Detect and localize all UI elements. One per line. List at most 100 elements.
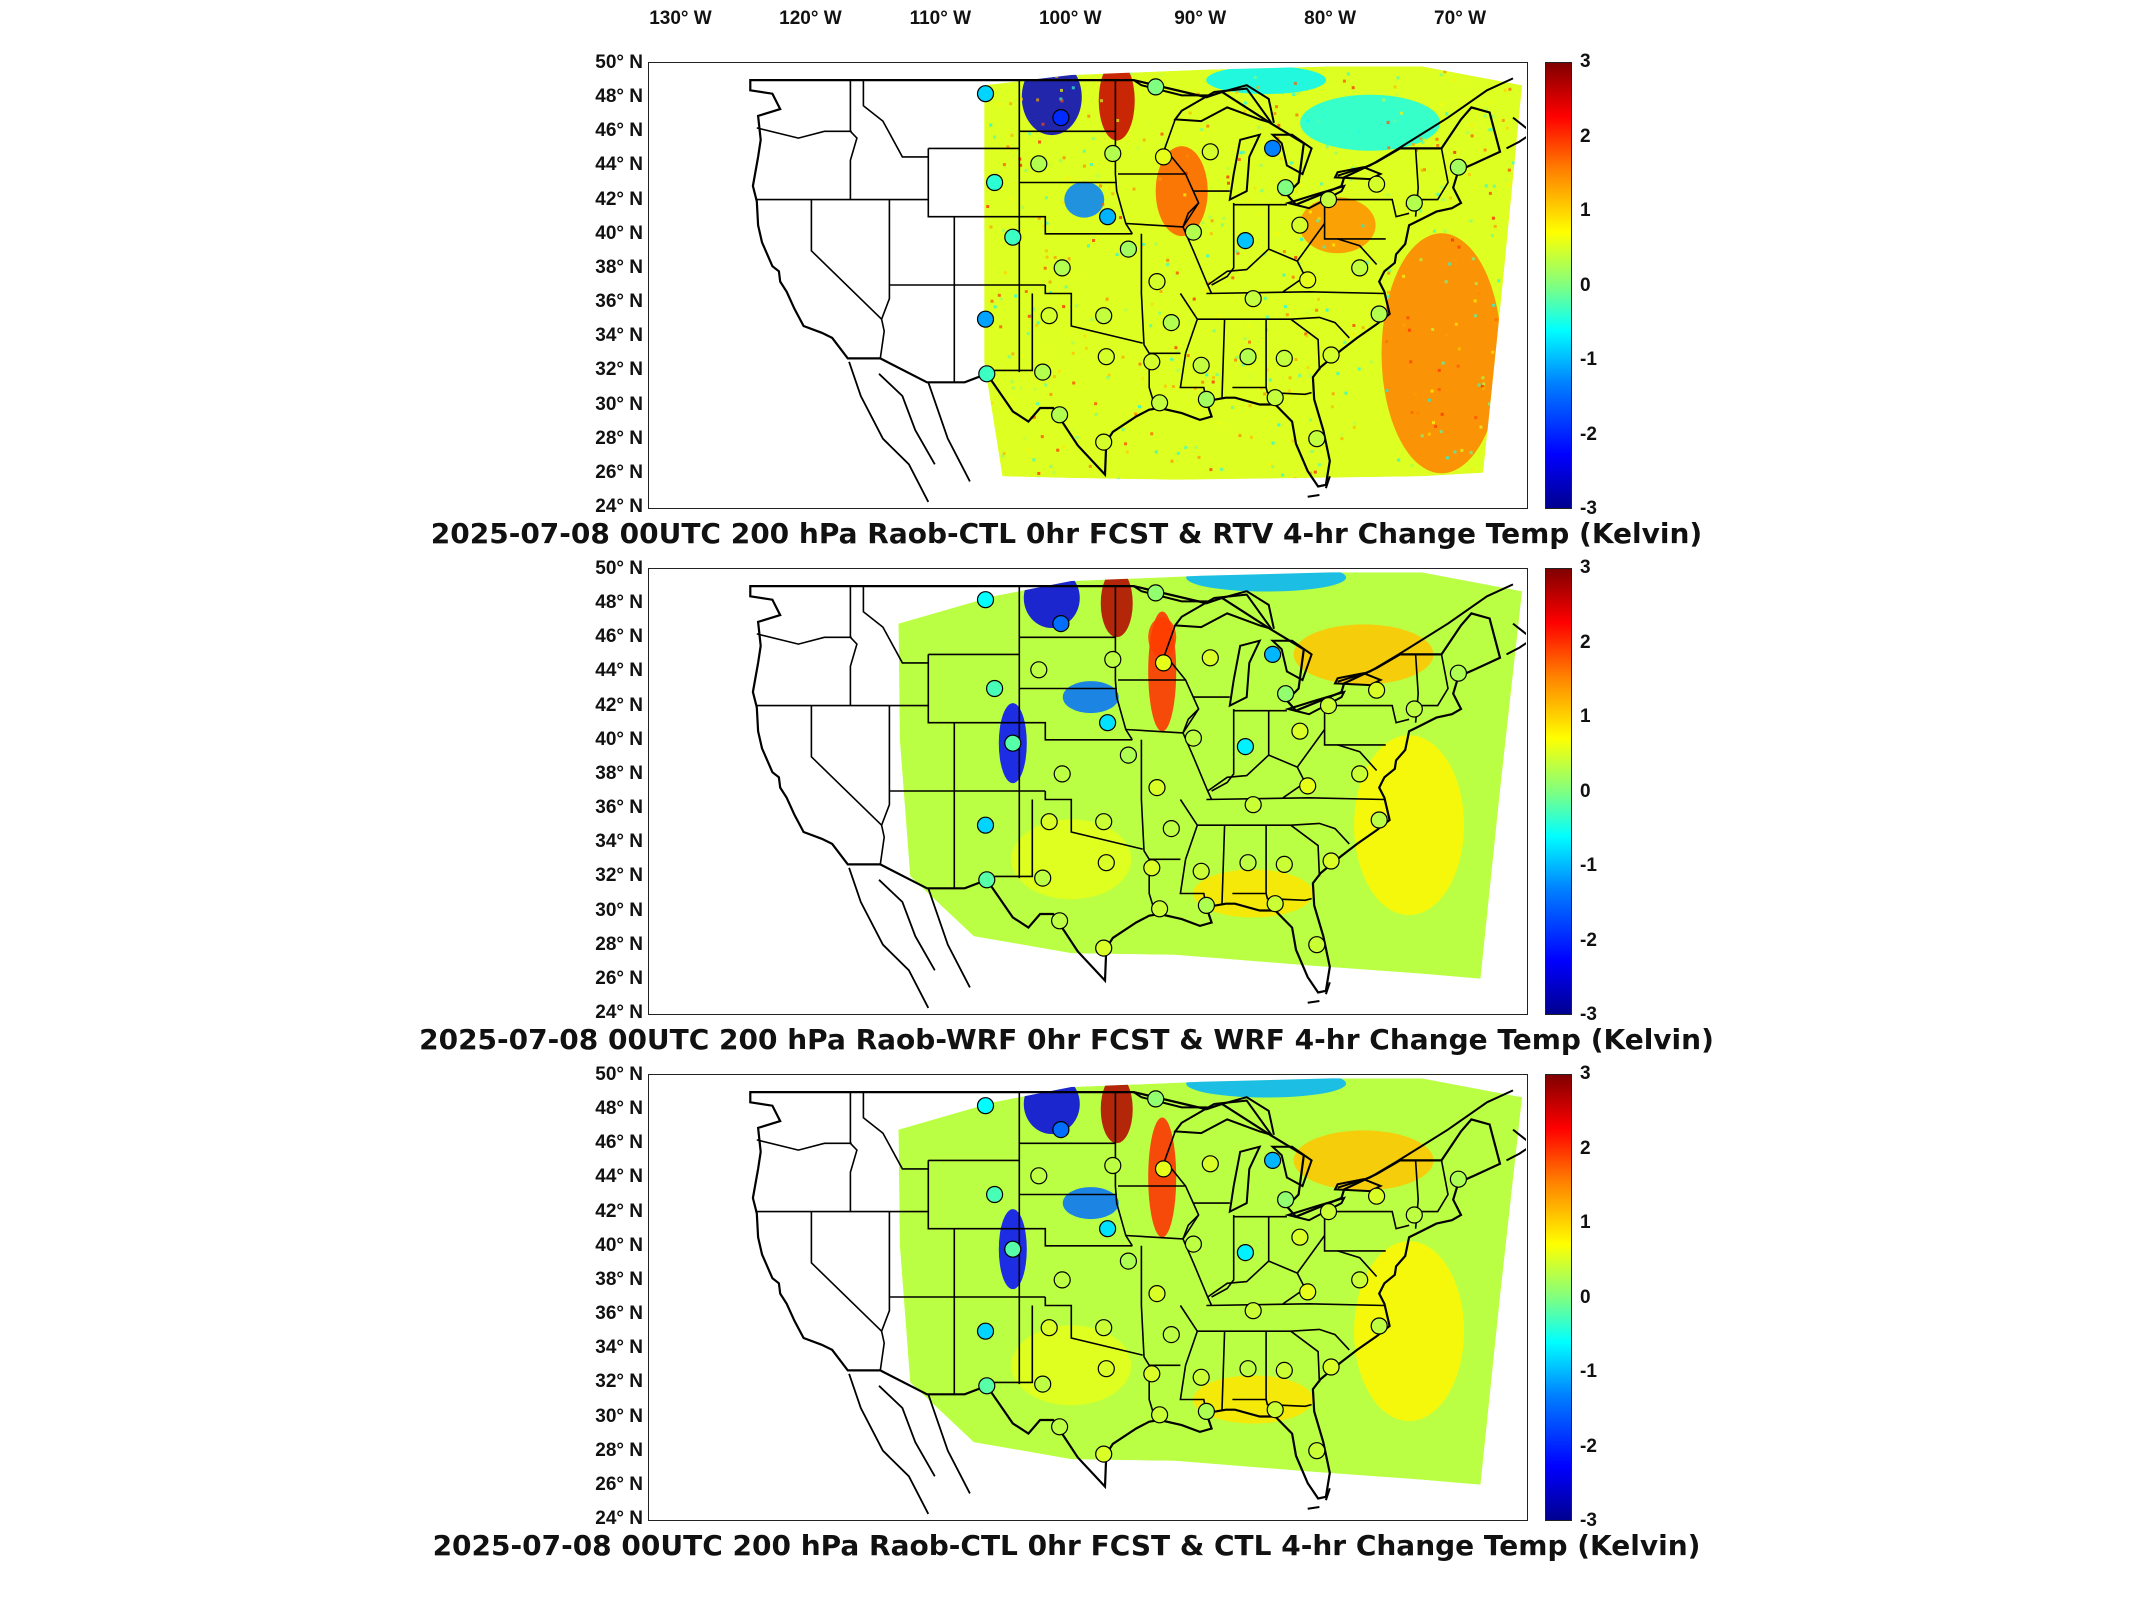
raob-station-marker: [986, 173, 1004, 192]
state-boundary: [1418, 148, 1449, 201]
field-noise-cell: [1523, 490, 1526, 493]
field-noise-cell: [839, 477, 842, 480]
field-noise-cell: [845, 308, 848, 311]
field-noise-cell: [1124, 476, 1128, 480]
state-boundary: [1337, 238, 1378, 266]
raob-station-marker: [1405, 1206, 1423, 1224]
state-boundary: [862, 80, 929, 158]
field-noise-cell: [1308, 210, 1312, 214]
field-noise-cell: [1220, 223, 1224, 227]
field-noise-cell: [690, 349, 693, 352]
field-noise-cell: [1121, 355, 1125, 359]
field-noise-cell: [1218, 315, 1222, 319]
field-noise-cell: [1048, 163, 1052, 167]
field-noise-cell: [1499, 317, 1503, 321]
field-noise-cell: [774, 256, 777, 259]
state-boundary: [1179, 799, 1199, 860]
field-noise-cell: [831, 201, 834, 204]
raob-station-marker: [1151, 900, 1169, 918]
field-noise-cell: [829, 231, 832, 234]
field-noise-cell: [1357, 129, 1360, 133]
raob-stations: [976, 78, 1468, 451]
field-noise-cell: [733, 288, 736, 291]
field-noise-cell: [873, 239, 876, 242]
state-boundary: [1044, 285, 1143, 344]
field-noise-cell: [818, 399, 821, 402]
lat-tick-label: 36° N: [595, 1303, 643, 1325]
field-noise-cell: [1200, 128, 1204, 132]
field-noise-cell: [1509, 238, 1512, 242]
field-noise-cell: [1305, 310, 1309, 314]
map-frame: [648, 62, 1528, 509]
field-noise-cell: [1093, 410, 1097, 414]
field-noise-cell: [733, 76, 736, 79]
field-noise-cell: [1172, 255, 1176, 259]
state-boundary: [1290, 824, 1321, 877]
field-noise-cell: [1045, 221, 1049, 225]
field-noise-cell: [1036, 402, 1039, 406]
field-noise-cell: [910, 71, 913, 74]
field-noise-cell: [686, 125, 689, 128]
field-noise-cell: [670, 67, 673, 70]
field-noise-cell: [1184, 446, 1188, 449]
field-noise-cell: [771, 348, 774, 351]
field-noise-cell: [696, 356, 699, 359]
raob-station-marker: [1097, 348, 1115, 366]
field-noise-cell: [746, 65, 749, 68]
state-boundary: [756, 633, 852, 645]
field-noise-cell: [695, 146, 698, 149]
longitude-labels: 130° W 120° W 110° W 100° W 90° W 80° W 70° W: [0, 0, 2133, 40]
field-noise-cell: [874, 270, 877, 273]
field-noise-cell: [1352, 425, 1356, 429]
lat-tick-label: 46° N: [595, 626, 643, 648]
field-noise-cell: [1248, 374, 1252, 378]
field-noise-cell: [725, 418, 728, 421]
field-noise-cell: [1052, 470, 1056, 474]
field-noise-cell: [1319, 182, 1323, 186]
field-noise-cell: [1049, 392, 1053, 396]
field-noise-cell: [1231, 276, 1235, 280]
field-anomaly-patch: [1293, 624, 1434, 685]
field-noise-cell: [1477, 292, 1481, 296]
field-noise-cell: [1117, 477, 1120, 480]
field-noise-cell: [993, 445, 997, 449]
field-noise-cell: [1402, 323, 1406, 327]
field-noise-cell: [673, 121, 676, 124]
raob-station-marker: [1239, 854, 1257, 872]
field-noise-cell: [1111, 192, 1115, 196]
state-boundary: [879, 705, 891, 865]
field-noise-cell: [658, 362, 661, 365]
field-noise-cell: [1322, 114, 1325, 117]
raob-station-marker: [1147, 584, 1165, 602]
field-noise-cell: [675, 316, 678, 319]
lat-tick-label: 48° N: [595, 1098, 643, 1120]
field-noise-cell: [832, 233, 835, 236]
lat-tick-label: 46° N: [595, 120, 643, 142]
state-boundary: [1182, 202, 1213, 294]
field-noise-cell: [1260, 489, 1263, 492]
field-noise-cell: [1226, 175, 1230, 179]
field-noise-cell: [665, 376, 668, 379]
raob-station-marker: [1351, 765, 1369, 783]
state-boundary: [1323, 705, 1386, 746]
field-noise-cell: [756, 426, 759, 429]
field-noise-cell: [986, 485, 989, 488]
field-noise-cell: [675, 297, 678, 300]
state-boundary: [1221, 825, 1226, 904]
lat-tick-label: 42° N: [595, 188, 643, 210]
field-noise-cell: [1456, 364, 1460, 368]
field-noise-cell: [1243, 337, 1247, 341]
field-noise-cell: [1082, 149, 1086, 153]
field-noise-cell: [1411, 143, 1415, 146]
field-noise-cell: [1213, 471, 1217, 475]
field-noise-cell: [1517, 427, 1521, 431]
field-noise-cell: [687, 343, 690, 346]
raob-station-marker: [1266, 389, 1284, 407]
field-anomaly-patch: [1098, 66, 1135, 141]
field-noise-cell: [901, 373, 904, 376]
field-noise-cell: [1067, 257, 1071, 261]
field-noise-cell: [1402, 274, 1406, 278]
field-noise-cell: [1488, 191, 1492, 195]
state-boundary: [1114, 586, 1133, 741]
field-noise-cell: [712, 249, 715, 252]
